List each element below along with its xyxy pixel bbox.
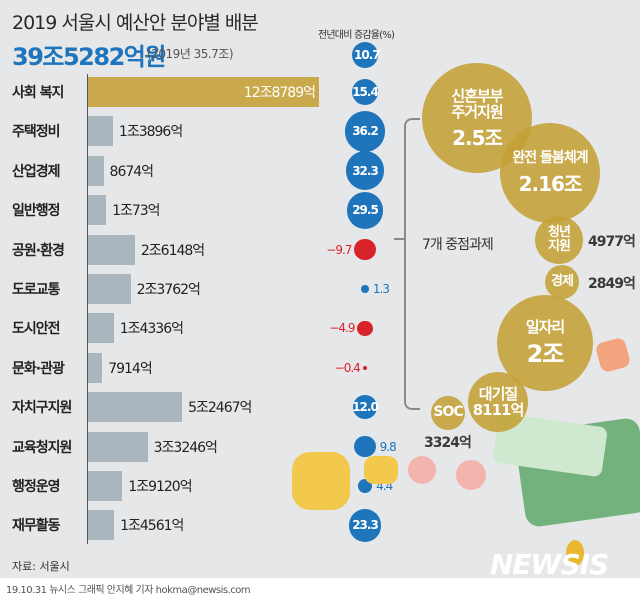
newsis-logo: NEWSIS [490, 548, 609, 581]
credit: 19.10.31 뉴시스 그래픽 안지혜 기자 hokma@newsis.com [6, 585, 251, 596]
focus-item-amount: 3324억 [424, 435, 472, 451]
change-label: 23.3 [352, 518, 379, 533]
footer-bar [0, 578, 640, 596]
category-label: 도시안전 [12, 321, 61, 338]
change-circle [345, 151, 385, 191]
bar-value-label: 3조3246억 [153, 439, 218, 456]
bar [88, 313, 114, 344]
focus-item-name: SOC [433, 404, 463, 421]
category-label: 산업경제 [12, 163, 61, 180]
focus-item-amount: 8111억 [472, 401, 525, 419]
focus-bubble: 대기질 8111억 [468, 372, 528, 432]
bar [88, 392, 183, 423]
change-circle [357, 320, 373, 336]
bar-value-label: 1조3896억 [118, 124, 183, 141]
focus-bubble: 경제 [545, 265, 579, 299]
bar [88, 431, 148, 462]
bar [88, 116, 113, 147]
change-circle [351, 78, 379, 106]
change-circle [346, 191, 384, 229]
bar-value-label: 12조8789억 [243, 85, 316, 101]
category-label: 행정운영 [12, 479, 61, 495]
change-label: 29.5 [352, 203, 379, 218]
change-label: 32.3 [352, 163, 379, 178]
focus-item-name: 대기질 [478, 384, 518, 403]
bar [88, 510, 115, 541]
calculator-icon [292, 452, 350, 510]
category-label: 일반행정 [12, 203, 61, 220]
change-label: −9.7 [326, 242, 352, 257]
focus-bubble: 완전 돌봄체계 2.16조 [500, 123, 600, 223]
focus-bubble: 청년 지원 [535, 216, 583, 264]
change-label: 12.0 [352, 400, 379, 415]
change-circle [354, 239, 376, 261]
source: 자료: 서울시 [12, 560, 70, 573]
bar-value-label: 5조2467억 [188, 400, 252, 417]
coin-sticker-icon [408, 456, 436, 484]
change-circle [362, 365, 368, 370]
category-label: 교육청지원 [12, 439, 72, 456]
change-circle [354, 435, 376, 458]
focus-item-name: 경제 [551, 273, 574, 289]
category-label: 도로교통 [12, 282, 61, 298]
focus-brace [404, 118, 420, 410]
change-circle [344, 110, 386, 152]
bar [88, 352, 103, 383]
focus-brace-tip [394, 238, 406, 240]
category-label: 공원·환경 [12, 242, 65, 259]
bar-value-label: 1조9120억 [128, 479, 192, 495]
previous-budget: (2019년 35.7조) [147, 47, 234, 61]
bar-value-label: 1조4336억 [119, 321, 184, 338]
bar [88, 471, 123, 501]
change-label: −4.9 [329, 321, 355, 336]
won-sticker-icon [456, 460, 486, 490]
focus-item-name: 신혼부부 주거지원 [451, 86, 503, 121]
change-label: 9.8 [379, 439, 397, 454]
change-circle [348, 508, 382, 542]
change-circle [361, 285, 369, 293]
bar-value-label: 2조6148억 [140, 242, 205, 259]
bar [88, 234, 135, 265]
bar [88, 155, 104, 186]
bar-axis [87, 74, 88, 544]
bar-value-label: 2조3762억 [136, 282, 201, 298]
focus-bubble: SOC [431, 396, 465, 430]
category-label: 사회 복지 [12, 85, 64, 101]
chart-sticker-icon [364, 456, 398, 484]
category-label: 재무활동 [12, 518, 61, 535]
coin-icon [566, 540, 584, 566]
bar [88, 195, 107, 226]
bar [88, 274, 131, 304]
focus-item-amount: 2조 [526, 340, 565, 369]
bar-value-label: 7914억 [108, 360, 153, 377]
bar [88, 77, 319, 107]
bar-value-label: 1조73억 [112, 203, 160, 220]
focus-bubble: 일자리 2조 [497, 295, 593, 391]
change-label: 15.4 [352, 85, 379, 99]
focus-item-name: 청년 지원 [548, 224, 571, 254]
total-budget: 39조5282억원 [12, 43, 166, 71]
focus-item-amount: 2849억 [588, 276, 636, 292]
chart-title: 2019 서울시 예산안 분야별 배분 [12, 12, 259, 34]
bar-value-label: 1조4561억 [120, 518, 184, 535]
category-label: 주택정비 [12, 124, 61, 141]
change-column-label: 전년대비 증감율(%) [318, 30, 395, 41]
focus-label: 7개 중점과제 [422, 237, 494, 253]
wallet-sticker-icon [594, 336, 632, 374]
change-label: 1.3 [372, 282, 390, 296]
focus-item-amount: 2.16조 [518, 171, 583, 196]
total-change-label: 10.7 [354, 48, 381, 62]
focus-item-name: 일자리 [525, 317, 565, 336]
bar-value-label: 8674억 [109, 163, 155, 180]
focus-item-amount: 2.5조 [452, 125, 503, 150]
change-label: 36.2 [352, 124, 379, 139]
focus-item-amount: 4977억 [588, 234, 636, 250]
total-change-circle [352, 42, 378, 68]
focus-item-name: 완전 돌봄체계 [512, 150, 588, 167]
category-label: 자치구지원 [12, 400, 72, 417]
change-circle [353, 395, 377, 419]
category-label: 문화·관광 [12, 360, 65, 377]
change-label: −0.4 [334, 360, 361, 375]
